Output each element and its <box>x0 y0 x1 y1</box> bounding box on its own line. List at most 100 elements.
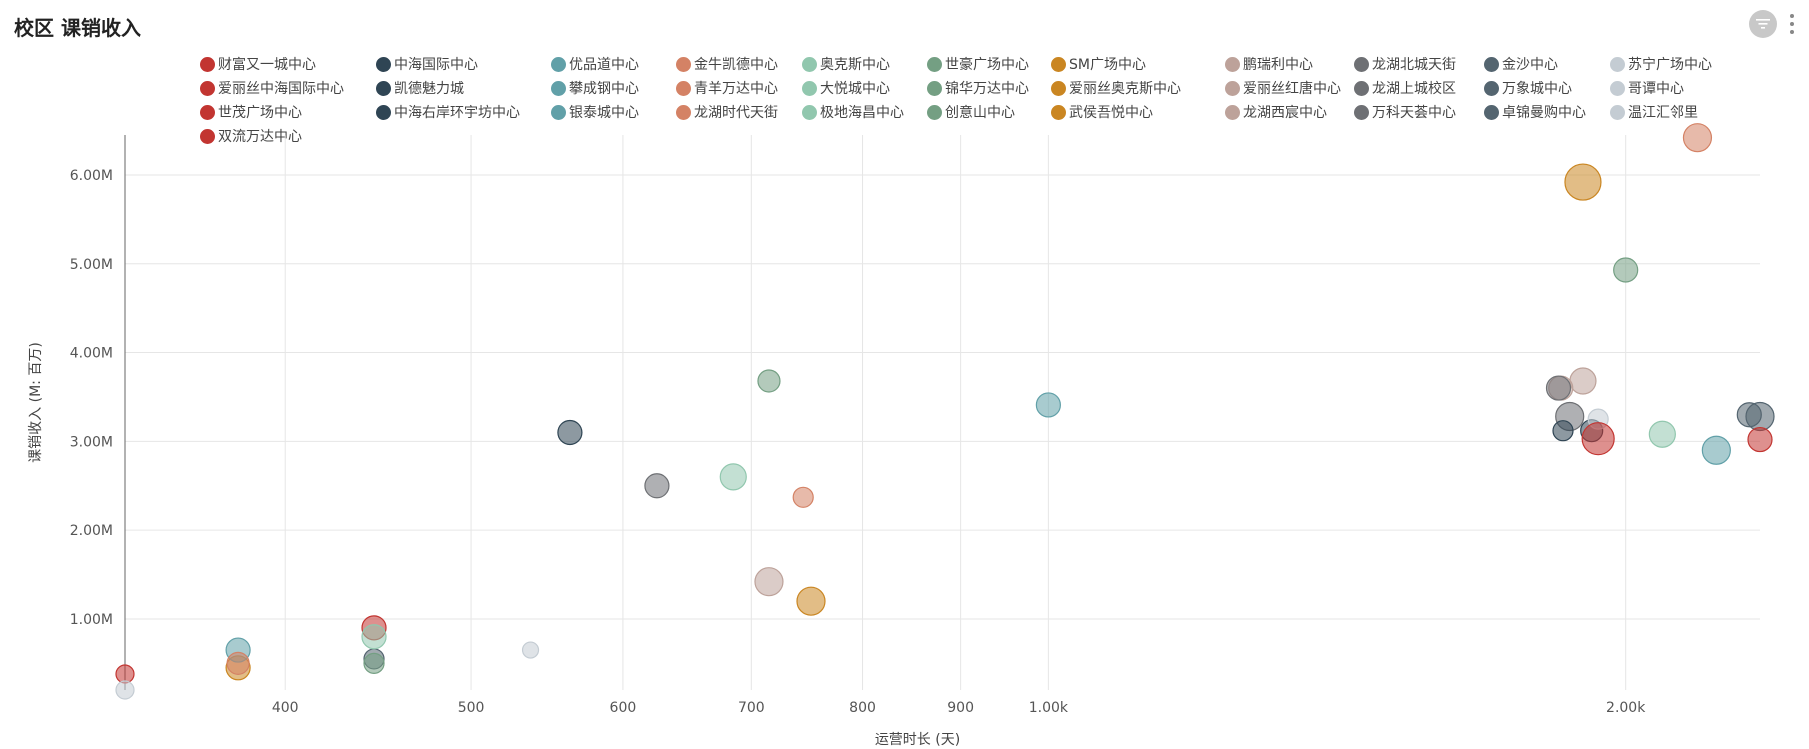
legend-item[interactable]: 极地海昌中心 <box>802 103 904 121</box>
data-point[interactable] <box>115 664 135 684</box>
legend-item[interactable]: 攀成钢中心 <box>551 79 639 97</box>
legend-item[interactable]: 鹏瑞利中心 <box>1225 55 1313 73</box>
legend-label: 青羊万达中心 <box>694 81 778 97</box>
legend-item[interactable]: 爱丽丝红唐中心 <box>1225 79 1341 97</box>
legend-label: 大悦城中心 <box>820 81 890 97</box>
x-tick-label: 600 <box>610 700 637 716</box>
legend-marker <box>802 104 817 120</box>
legend-item[interactable]: 财富又一城中心 <box>200 55 316 73</box>
legend-item[interactable]: 锦华万达中心 <box>927 79 1029 97</box>
legend-marker <box>200 128 215 144</box>
data-point[interactable] <box>557 419 583 446</box>
data-point[interactable] <box>1564 163 1602 201</box>
data-point[interactable] <box>1581 422 1615 456</box>
legend-item[interactable]: 奥克斯中心 <box>802 55 890 73</box>
legend-marker <box>1484 104 1499 120</box>
data-point[interactable] <box>792 486 814 508</box>
data-point[interactable] <box>226 651 250 675</box>
legend-item[interactable]: 银泰城中心 <box>551 103 639 121</box>
legend-item[interactable]: 世豪广场中心 <box>927 55 1029 73</box>
legend-item[interactable]: 温江汇邻里 <box>1610 103 1698 121</box>
legend-marker <box>1225 104 1240 120</box>
data-point[interactable] <box>115 680 135 700</box>
data-point[interactable] <box>1552 420 1574 442</box>
legend-item[interactable]: 龙湖时代天街 <box>676 103 778 121</box>
data-point[interactable] <box>361 624 387 650</box>
legend-item[interactable]: 万科天荟中心 <box>1354 103 1456 121</box>
legend-item[interactable]: 武侯吾悦中心 <box>1051 103 1153 121</box>
legend-label: SM广场中心 <box>1069 57 1146 73</box>
legend-marker <box>927 56 942 72</box>
data-point[interactable] <box>757 369 781 393</box>
data-point[interactable] <box>754 567 784 597</box>
y-tick-label: 4.00M <box>70 346 113 362</box>
legend-item[interactable]: 创意山中心 <box>927 103 1015 121</box>
y-tick-label: 1.00M <box>70 612 113 628</box>
legend-label: 爱丽丝中海国际中心 <box>218 81 344 97</box>
filter-icon[interactable] <box>1749 10 1777 38</box>
legend-item[interactable]: 爱丽丝奥克斯中心 <box>1051 79 1181 97</box>
legend-item[interactable]: 爱丽丝中海国际中心 <box>200 79 344 97</box>
data-point[interactable] <box>1569 367 1597 395</box>
legend-item[interactable]: 金牛凯德中心 <box>676 55 778 73</box>
legend-item[interactable]: 卓锦曼购中心 <box>1484 103 1586 121</box>
legend-label: 金沙中心 <box>1502 57 1558 73</box>
data-point[interactable] <box>796 586 826 616</box>
legend-marker <box>551 104 566 120</box>
more-vertical-icon[interactable] <box>1787 12 1797 36</box>
data-point[interactable] <box>719 463 747 491</box>
legend-marker <box>1484 56 1499 72</box>
legend-label: 创意山中心 <box>945 105 1015 121</box>
data-point[interactable] <box>1545 375 1572 401</box>
legend-label: 世茂广场中心 <box>218 105 302 121</box>
data-point[interactable] <box>1701 435 1731 465</box>
legend-label: 苏宁广场中心 <box>1628 57 1712 73</box>
legend-item[interactable]: 龙湖北城天街 <box>1354 55 1456 73</box>
legend-item[interactable]: 凯德魅力城 <box>376 79 464 97</box>
data-point[interactable] <box>363 652 385 674</box>
x-tick-label: 1.00k <box>1029 700 1069 716</box>
legend-marker <box>200 56 215 72</box>
legend-item[interactable]: 优品道中心 <box>551 55 639 73</box>
data-point[interactable] <box>1747 426 1773 453</box>
legend-item[interactable]: 世茂广场中心 <box>200 103 302 121</box>
legend-item[interactable]: 大悦城中心 <box>802 79 890 97</box>
legend-item[interactable]: 青羊万达中心 <box>676 79 778 97</box>
legend-item[interactable]: 万象城中心 <box>1484 79 1572 97</box>
y-tick-label: 5.00M <box>70 257 113 273</box>
legend-label: 极地海昌中心 <box>820 105 904 121</box>
x-tick-label: 700 <box>738 700 765 716</box>
data-point[interactable] <box>1682 123 1713 153</box>
data-point[interactable] <box>1035 392 1061 418</box>
legend-item[interactable]: 龙湖西宸中心 <box>1225 103 1327 121</box>
legend-label: 财富又一城中心 <box>218 57 316 73</box>
x-tick-label: 2.00k <box>1606 700 1646 716</box>
legend-item[interactable]: 中海国际中心 <box>376 55 478 73</box>
legend-label: 优品道中心 <box>569 57 639 73</box>
legend-marker <box>1225 56 1240 72</box>
legend-marker <box>1051 104 1066 120</box>
data-point[interactable] <box>521 641 540 659</box>
data-point[interactable] <box>1613 257 1639 283</box>
y-tick-label: 3.00M <box>70 434 113 450</box>
legend-marker <box>1610 80 1625 96</box>
legend-item[interactable]: 龙湖上城校区 <box>1354 79 1456 97</box>
legend-item[interactable]: 哥谭中心 <box>1610 79 1684 97</box>
legend-item[interactable]: 金沙中心 <box>1484 55 1558 73</box>
data-point[interactable] <box>1648 420 1676 448</box>
data-point[interactable] <box>1736 402 1762 428</box>
legend-item[interactable]: 双流万达中心 <box>200 127 302 145</box>
data-point[interactable] <box>644 473 670 499</box>
legend-marker <box>927 80 942 96</box>
legend-item[interactable]: SM广场中心 <box>1051 55 1146 73</box>
legend-marker <box>376 56 391 72</box>
legend-marker <box>1610 56 1625 72</box>
legend-item[interactable]: 苏宁广场中心 <box>1610 55 1712 73</box>
legend-label: 万象城中心 <box>1502 81 1572 97</box>
legend-marker <box>200 104 215 120</box>
legend-label: 温江汇邻里 <box>1628 105 1698 121</box>
legend-marker <box>1484 80 1499 96</box>
chart-title: 校区 课销收入 <box>14 16 141 40</box>
legend-label: 鹏瑞利中心 <box>1243 57 1313 73</box>
legend-item[interactable]: 中海右岸环宇坊中心 <box>376 103 520 121</box>
